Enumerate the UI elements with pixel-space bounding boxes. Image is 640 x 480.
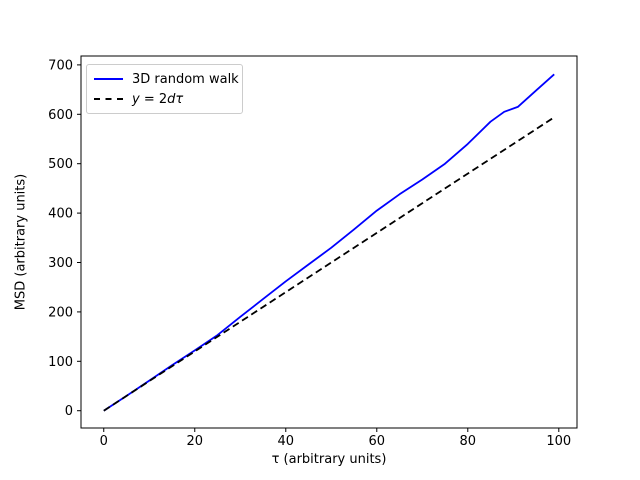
legend-box: 3D random walk y = 2dτ bbox=[86, 64, 243, 114]
legend-label-theory: y = 2dτ bbox=[132, 91, 184, 107]
y-tick-label: 0 bbox=[65, 404, 73, 419]
series-line-3d-random-walk bbox=[103, 73, 555, 412]
legend-item-theory: y = 2dτ bbox=[94, 89, 234, 109]
x-axis-label: τ (arbitrary units) bbox=[271, 452, 387, 467]
legend-label-random-walk: 3D random walk bbox=[132, 71, 239, 87]
y-tick-label: 200 bbox=[48, 305, 73, 320]
series-line-y-2d bbox=[103, 116, 555, 412]
x-tick-label: 0 bbox=[100, 434, 108, 449]
x-tick-label: 80 bbox=[460, 434, 477, 449]
black-dashed-line-icon bbox=[94, 98, 123, 100]
plot-border bbox=[80, 55, 578, 429]
y-tick-label: 500 bbox=[48, 157, 73, 172]
y-tick-label: 700 bbox=[48, 58, 73, 73]
blue-solid-line-icon bbox=[94, 78, 123, 80]
y-axis-label: MSD (arbitrary units) bbox=[13, 173, 29, 311]
y-tick-label: 600 bbox=[48, 108, 73, 123]
x-tick-label: 60 bbox=[369, 434, 386, 449]
x-tick-label: 40 bbox=[277, 434, 294, 449]
y-tick-label: 300 bbox=[48, 256, 73, 271]
y-tick-label: 100 bbox=[48, 355, 73, 370]
y-tick-label: 400 bbox=[48, 207, 73, 222]
legend-item-random-walk: 3D random walk bbox=[94, 69, 239, 89]
x-tick-label: 100 bbox=[546, 434, 571, 449]
x-tick-label: 20 bbox=[186, 434, 203, 449]
